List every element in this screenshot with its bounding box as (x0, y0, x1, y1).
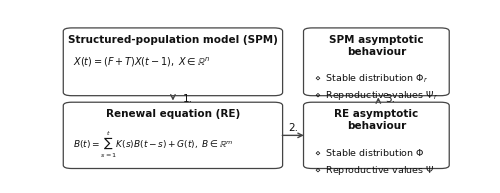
Text: $\diamond\;$ Stable distribution $\Phi_r$: $\diamond\;$ Stable distribution $\Phi_r… (314, 72, 428, 85)
Text: $\diamond\;$ Reproductive values $\Psi_r$: $\diamond\;$ Reproductive values $\Psi_r… (314, 89, 438, 102)
FancyBboxPatch shape (64, 28, 282, 96)
Text: $\diamond\;$ Stable distribution $\Phi$: $\diamond\;$ Stable distribution $\Phi$ (314, 146, 424, 157)
Text: Structured-population model (SPM): Structured-population model (SPM) (68, 35, 278, 45)
Text: Renewal equation (RE): Renewal equation (RE) (106, 109, 240, 119)
Text: 2.: 2. (288, 123, 298, 133)
Text: RE asymptotic
behaviour: RE asymptotic behaviour (334, 109, 418, 131)
FancyBboxPatch shape (64, 102, 282, 168)
Text: SPM asymptotic
behaviour: SPM asymptotic behaviour (329, 35, 424, 57)
Text: $\diamond\;$ Reproductive values $\Psi$: $\diamond\;$ Reproductive values $\Psi$ (314, 164, 434, 177)
FancyBboxPatch shape (304, 28, 449, 96)
Text: $B(t) = \sum_{s=1}^{t} K(s)B(t-s)+G(t),\; B\in\mathbb{R}^m$: $B(t) = \sum_{s=1}^{t} K(s)B(t-s)+G(t),\… (74, 130, 234, 160)
Text: 1.: 1. (182, 94, 192, 104)
FancyBboxPatch shape (304, 102, 449, 168)
Text: 3.: 3. (385, 94, 395, 104)
Text: $X(t) = (F+T)X(t-1),\; X\in\mathbb{R}^n$: $X(t) = (F+T)X(t-1),\; X\in\mathbb{R}^n$ (74, 55, 210, 69)
